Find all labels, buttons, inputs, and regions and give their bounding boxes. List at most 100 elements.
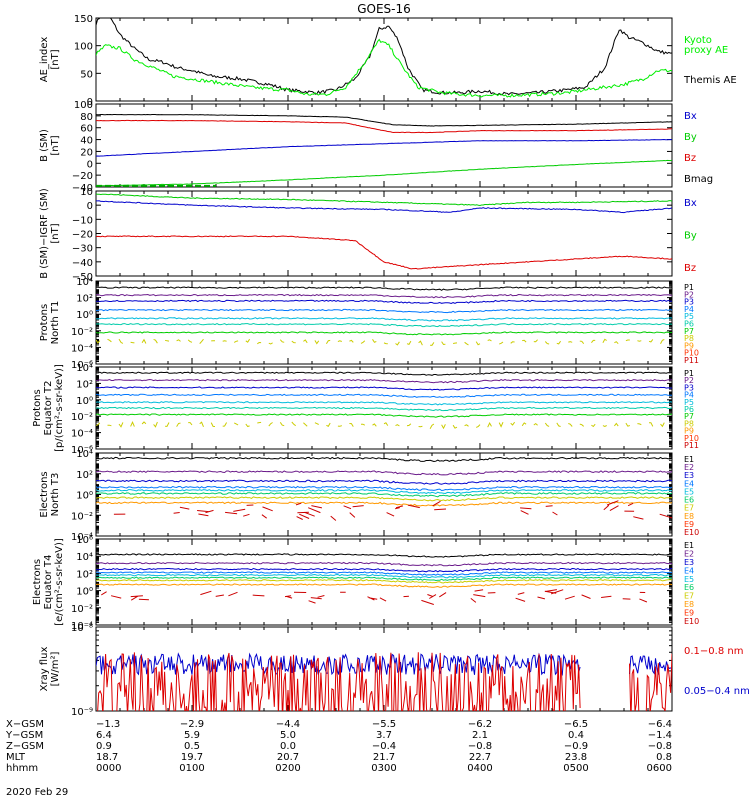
- flux-line: [96, 393, 672, 398]
- y-tick-label: 0: [87, 159, 93, 170]
- orbit-cell: 20.7: [277, 752, 299, 763]
- series-line: [96, 138, 672, 157]
- y-axis-title-line: AE_index: [39, 37, 50, 83]
- legend-entry: E9: [684, 520, 694, 529]
- y-axis-title-line: Equator T4: [43, 555, 54, 610]
- y-tick-label: 10⁶: [76, 535, 93, 546]
- legend-entry: P1: [684, 369, 694, 378]
- flux-line: [96, 492, 672, 498]
- y-tick-label: 10⁻²: [71, 327, 93, 338]
- legend-entry: P2: [684, 376, 694, 385]
- orbit-cell: 2.1: [472, 730, 488, 741]
- flux-line: [96, 322, 672, 328]
- y-axis-title-line: [nT]: [50, 223, 61, 243]
- legend-entry: P11: [684, 356, 699, 365]
- panel-bigrf: −50 −40 −30 −20 −10 0 10 B (SM)−IGRF (SM)[nT] Bx…: [39, 187, 697, 283]
- y-axis-title-line: Equator T2: [43, 381, 54, 436]
- legend-entry: E6: [684, 583, 694, 592]
- legend-entry: Bz: [684, 263, 696, 274]
- y-tick-label: 50: [80, 69, 93, 80]
- y-tick-label: 10: [80, 187, 93, 198]
- legend-entry: Bz: [684, 153, 696, 164]
- panel-frame: [95, 17, 673, 102]
- flux-line: [96, 378, 672, 384]
- flux-line: [96, 573, 672, 579]
- y-axis-title-line: Protons: [32, 389, 43, 426]
- flux-line: [96, 308, 672, 314]
- legend-entry: By: [684, 132, 697, 143]
- y-axis-title-line: North T1: [50, 301, 61, 345]
- series-line: [96, 119, 672, 134]
- orbit-cell: −0.9: [564, 741, 588, 752]
- legend-entry: E6: [684, 496, 694, 505]
- y-axis-title: Xray flux[W/m²]: [39, 647, 61, 692]
- orbit-row-label: X−GSM: [6, 719, 44, 730]
- legend-entry: P5: [684, 398, 694, 407]
- legend-entry: P4: [684, 391, 694, 400]
- chart-title: GOES-16: [357, 2, 411, 16]
- orbit-cell: 3.7: [376, 730, 392, 741]
- y-axis-title: B (SM)−IGRF (SM)[nT]: [39, 188, 61, 279]
- y-tick-label: −40: [72, 183, 93, 194]
- series-line: [96, 38, 672, 98]
- legend-entry: P1: [684, 283, 694, 292]
- y-axis-title: AE_index[nT]: [39, 37, 61, 83]
- legend-entry: Bx: [684, 111, 697, 122]
- y-tick-label: 20: [80, 147, 93, 158]
- legend-entry: By: [684, 231, 697, 242]
- series-line: [96, 18, 672, 96]
- panel-frame: [95, 538, 673, 626]
- y-axis-title-line: Electrons: [32, 559, 43, 605]
- legend-entry: P9: [684, 427, 694, 436]
- plot-area: [96, 371, 672, 429]
- y-axis-title: ProtonsEquator T2[p/(cm²-s-sr-keV)]: [32, 364, 65, 452]
- flux-line: [96, 489, 672, 495]
- orbit-cell: 0500: [563, 763, 588, 774]
- orbit-cell: 0.9: [96, 741, 112, 752]
- series-line: [96, 200, 672, 214]
- flux-line: [96, 456, 672, 463]
- y-tick-label: −10: [72, 215, 93, 226]
- panel-frame: [95, 626, 673, 712]
- legend-entry: E2: [684, 463, 694, 472]
- y-tick-label: −20: [72, 171, 93, 182]
- orbit-cell: 0.5: [184, 741, 200, 752]
- panel-frame: [95, 190, 673, 277]
- plot-area: [96, 286, 672, 345]
- legend-entry: P8: [684, 419, 694, 428]
- orbit-cell: −6.2: [468, 719, 492, 730]
- date-label: 2020 Feb 29: [6, 787, 68, 798]
- plot-area: [96, 553, 672, 605]
- plot-area: [96, 456, 672, 521]
- orbit-cell: −2.9: [180, 719, 204, 730]
- flux-line: [96, 470, 672, 476]
- legend-entry: P11: [684, 441, 699, 450]
- y-axis-title: ElectronsNorth T3: [39, 471, 61, 517]
- orbit-cell: 0600: [647, 763, 672, 774]
- series-line: [96, 193, 672, 207]
- orbit-cell: −0.4: [372, 741, 396, 752]
- y-tick-label: −40: [72, 258, 93, 269]
- orbit-cell: 6.4: [96, 730, 112, 741]
- legend-entry: P2: [684, 290, 694, 299]
- legend-entry: E1: [684, 455, 694, 464]
- flux-sparse-line: [101, 589, 648, 605]
- series-line: [96, 113, 672, 127]
- legend-entry: 0.1−0.8 nm: [684, 646, 743, 657]
- legend-entry: P7: [684, 412, 694, 421]
- panel-e_north: 10⁻⁴ 10⁻² 10⁰ 10² 10⁴ ElectronsNorth T3 E1E2E3…: [39, 449, 699, 543]
- orbit-cell: −0.8: [468, 741, 492, 752]
- flux-line: [96, 331, 672, 336]
- y-tick-label: −20: [72, 230, 93, 241]
- legend-entry: Kyoto: [684, 35, 712, 46]
- flux-line: [96, 561, 672, 567]
- panel-frame: [95, 280, 673, 365]
- panel-e_equator: 10⁻⁴ 10⁻² 10⁰ 10² 10⁴ 10⁶ ElectronsEquator T4[…: [32, 535, 699, 632]
- y-tick-label: 10⁴: [76, 277, 93, 288]
- legend-entry: proxy AE: [684, 45, 728, 56]
- legend-entry: P3: [684, 383, 694, 392]
- orbit-row-label: MLT: [6, 752, 26, 763]
